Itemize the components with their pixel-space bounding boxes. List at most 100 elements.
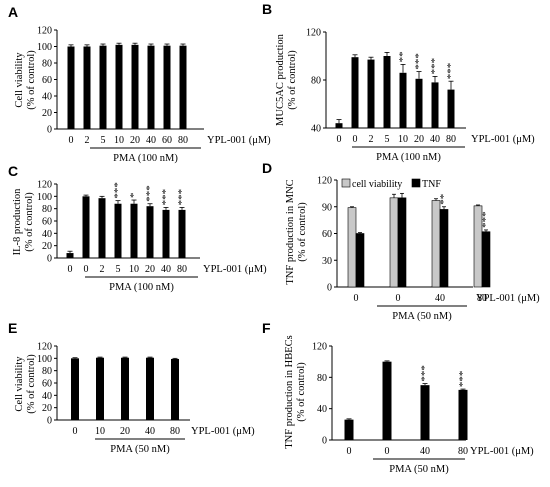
panel-letter: C	[8, 163, 18, 179]
x-tick-label: 5	[116, 264, 121, 275]
x-tick-label: 0	[337, 134, 342, 145]
y-axis-label: MUC5AC production(% of control)	[275, 33, 298, 126]
y-axis-label-line: (% of control)	[26, 354, 37, 414]
y-tick-label: 80	[42, 204, 52, 215]
x-tick-label: 0	[354, 293, 359, 304]
x-tick-label: 40	[161, 264, 171, 275]
bar	[121, 357, 129, 420]
significance-label: ***	[413, 53, 425, 70]
bar	[458, 389, 468, 440]
panel-letter: B	[262, 1, 272, 17]
y-axis-label-line: (% of control)	[297, 202, 308, 262]
y-tick-label: 80	[311, 76, 321, 87]
y-axis-label-line: (% of control)	[24, 192, 35, 252]
panel-letter: D	[262, 160, 272, 176]
x-tick-label: 0	[69, 135, 74, 146]
y-tick-label: 20	[42, 108, 52, 119]
y-axis-label: Cell viability(% of control)	[14, 50, 37, 110]
y-tick-label: 60	[42, 379, 52, 390]
bar	[355, 233, 365, 288]
y-axis-label-line: Cell viability	[14, 52, 25, 108]
bar	[66, 253, 74, 258]
bar	[130, 203, 138, 258]
y-tick-label: 100	[37, 354, 52, 365]
x-tick-label: 0	[84, 264, 89, 275]
treatment-label: PMA (100 nM)	[376, 152, 441, 163]
legend-label: cell viability	[352, 179, 402, 190]
y-axis-label-line: (% of control)	[26, 50, 37, 110]
bar	[399, 72, 407, 128]
bar	[383, 56, 391, 128]
significance-label: **	[438, 194, 450, 205]
x-tick-label: 20	[414, 134, 424, 145]
dose-label: YPL-001 (μM)	[470, 446, 534, 457]
significance-label: ***	[160, 189, 172, 206]
bar	[335, 123, 343, 128]
significance-label: **	[397, 51, 409, 62]
x-tick-label: 0	[73, 426, 78, 437]
y-tick-label: 40	[42, 92, 52, 103]
bar	[344, 419, 354, 440]
significance-label: ***	[112, 182, 124, 199]
y-tick-label: 90	[322, 202, 332, 213]
panel-b: B 40 80 120 MUC5AC production(% of control) *…	[262, 1, 535, 163]
bar	[178, 209, 186, 258]
bar	[420, 385, 430, 440]
x-tick-label: 40	[145, 426, 155, 437]
x-tick-label: 80	[446, 134, 456, 145]
y-tick-label: 120	[37, 180, 52, 191]
x-tick-label: 80	[170, 426, 180, 437]
panel-d: D 0 30 60 90 120 TNF production in MNC(% of co…	[262, 160, 540, 322]
y-tick-label: 100	[37, 42, 52, 53]
y-tick-label: 100	[37, 192, 52, 203]
bar	[163, 45, 171, 129]
significance-label: ***	[419, 365, 431, 382]
treatment-label: PMA (50 nM)	[389, 464, 449, 475]
y-tick-label: 20	[42, 403, 52, 414]
x-tick-label: 80	[458, 446, 468, 457]
bar	[99, 45, 107, 129]
x-tick-label: 80	[177, 264, 187, 275]
x-tick-label: 5	[101, 135, 106, 146]
y-tick-label: 120	[306, 28, 321, 39]
y-axis-label: IL-8 production(% of control)	[12, 188, 35, 256]
y-axis-label-line: TNF production in MNC	[285, 179, 296, 284]
x-tick-label: 20	[130, 135, 140, 146]
y-tick-label: 60	[322, 229, 332, 240]
bar	[114, 203, 122, 258]
y-tick-label: 0	[47, 125, 52, 136]
y-tick-label: 0	[327, 283, 332, 294]
significance-label: ***	[144, 185, 156, 202]
y-tick-label: 120	[317, 176, 332, 187]
x-tick-label: 0	[385, 446, 390, 457]
x-tick-label: 2	[85, 135, 90, 146]
dose-label: YPL-001 (μM)	[476, 293, 540, 304]
y-tick-label: 0	[322, 436, 327, 447]
x-tick-label: 40	[430, 134, 440, 145]
bar	[382, 361, 392, 440]
significance-label: ***	[480, 211, 492, 228]
bar	[367, 59, 375, 128]
x-tick-label: 0	[396, 293, 401, 304]
treatment-label: PMA (100 nM)	[109, 282, 174, 293]
bar	[447, 89, 455, 128]
bar	[115, 44, 123, 129]
y-tick-label: 80	[42, 59, 52, 70]
significance-label: *	[128, 193, 140, 199]
x-tick-label: 0	[68, 264, 73, 275]
bar	[83, 46, 91, 129]
panel-letter: A	[8, 4, 18, 20]
x-tick-label: 0	[353, 134, 358, 145]
bar	[98, 198, 106, 258]
x-tick-label: 20	[145, 264, 155, 275]
y-tick-label: 120	[37, 26, 52, 37]
y-tick-label: 60	[42, 75, 52, 86]
y-tick-label: 80	[42, 366, 52, 377]
x-tick-label: 10	[129, 264, 139, 275]
x-tick-label: 10	[114, 135, 124, 146]
y-axis-label-line: (% of control)	[296, 362, 307, 422]
x-tick-label: 60	[162, 135, 172, 146]
